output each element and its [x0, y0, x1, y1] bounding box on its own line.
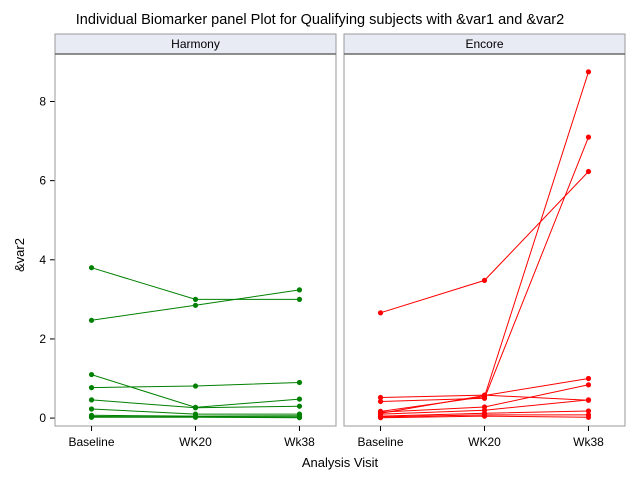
data-point-harmony-4-0	[88, 385, 95, 391]
x-tick-label: WK20	[468, 435, 501, 449]
data-point-harmony-3-0	[88, 371, 95, 378]
data-point-harmony-3-2	[296, 396, 303, 402]
data-point-harmony-5-1	[192, 405, 199, 411]
data-point-encore-6-2	[585, 382, 592, 388]
data-point-encore-10-2	[585, 414, 592, 420]
data-point-harmony-6-0	[88, 406, 95, 412]
x-tick-label: Baseline	[69, 435, 115, 449]
data-point-encore-10-0	[377, 415, 384, 421]
data-point-harmony-9-0	[88, 414, 95, 420]
data-point-encore-1-2	[585, 168, 592, 175]
data-point-encore-3-2	[585, 134, 592, 140]
data-point-encore-5-2	[585, 375, 592, 382]
data-point-harmony-4-1	[192, 383, 199, 389]
x-tick-label: Baseline	[358, 435, 404, 449]
x-tick-label: Wk38	[284, 435, 315, 449]
data-point-harmony-5-0	[88, 397, 95, 403]
y-axis-label: &var2	[12, 238, 27, 272]
panel-frame-harmony	[54, 53, 337, 427]
series-line-encore-1	[380, 171, 589, 314]
data-point-harmony-1-1	[192, 296, 199, 302]
y-tick-label: 4	[39, 253, 46, 267]
data-point-encore-4-2	[585, 69, 592, 75]
data-point-encore-1-0	[377, 310, 384, 316]
y-tick-label: 0	[39, 411, 46, 425]
data-point-harmony-1-2	[296, 296, 303, 302]
data-point-encore-5-1	[481, 392, 488, 399]
x-axis-label: Analysis Visit	[302, 455, 379, 470]
data-point-harmony-1-0	[88, 265, 95, 271]
x-tick-label: WK20	[179, 435, 212, 449]
data-point-encore-3-0	[377, 398, 384, 405]
y-tick-label: 6	[39, 174, 46, 188]
x-tick-label: Wk38	[573, 435, 604, 449]
series-line-encore-4	[380, 71, 589, 412]
data-point-encore-8-2	[585, 408, 592, 414]
y-tick-label: 8	[39, 94, 46, 108]
data-point-harmony-2-1	[192, 302, 199, 308]
data-point-harmony-9-2	[296, 415, 303, 421]
data-point-encore-1-1	[481, 277, 488, 283]
data-point-harmony-5-2	[296, 403, 303, 409]
data-point-encore-7-2	[585, 397, 592, 403]
data-point-encore-2-0	[377, 394, 384, 401]
y-tick-label: 2	[39, 332, 46, 346]
data-point-harmony-9-1	[192, 414, 199, 420]
panel-frame-encore	[343, 53, 626, 427]
data-point-harmony-2-0	[88, 317, 95, 323]
data-point-harmony-2-2	[296, 287, 303, 293]
data-point-encore-10-1	[481, 413, 488, 419]
data-point-harmony-4-2	[296, 379, 303, 386]
chart-title: Individual Biomarker panel Plot for Qual…	[76, 12, 564, 28]
panel-strip-label-harmony: Harmony	[171, 37, 220, 51]
series-line-encore-3	[380, 136, 589, 402]
panel-strip-label-encore: Encore	[465, 37, 503, 51]
plot-layer: 0 2 4 6 8 Harmony Baseline WK20 Wk38 Encore Baseli…	[39, 33, 626, 449]
